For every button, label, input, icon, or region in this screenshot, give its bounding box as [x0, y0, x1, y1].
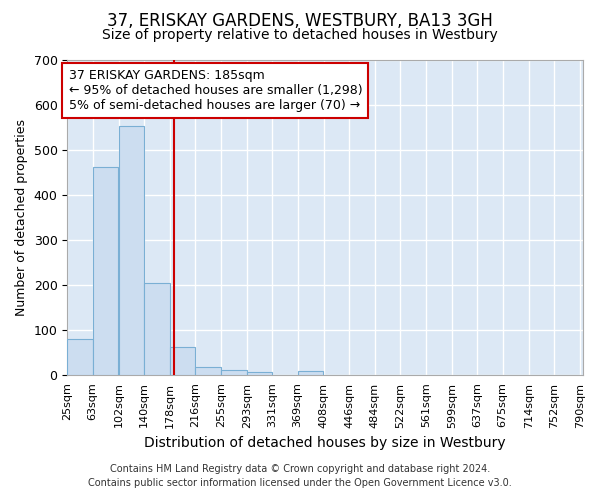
- Bar: [93, 167, 118, 375]
- Bar: [298, 372, 323, 375]
- Text: Size of property relative to detached houses in Westbury: Size of property relative to detached ho…: [102, 28, 498, 42]
- Bar: [170, 346, 195, 375]
- Y-axis label: Number of detached properties: Number of detached properties: [15, 119, 28, 316]
- Text: Contains HM Land Registry data © Crown copyright and database right 2024.
Contai: Contains HM Land Registry data © Crown c…: [88, 464, 512, 487]
- X-axis label: Distribution of detached houses by size in Westbury: Distribution of detached houses by size …: [145, 436, 506, 450]
- Bar: [67, 339, 93, 375]
- Text: 37 ERISKAY GARDENS: 185sqm
← 95% of detached houses are smaller (1,298)
5% of se: 37 ERISKAY GARDENS: 185sqm ← 95% of deta…: [68, 69, 362, 112]
- Bar: [195, 367, 221, 375]
- Bar: [145, 283, 170, 375]
- Text: 37, ERISKAY GARDENS, WESTBURY, BA13 3GH: 37, ERISKAY GARDENS, WESTBURY, BA13 3GH: [107, 12, 493, 30]
- Bar: [119, 126, 145, 375]
- Bar: [247, 372, 272, 375]
- Bar: [221, 370, 247, 375]
